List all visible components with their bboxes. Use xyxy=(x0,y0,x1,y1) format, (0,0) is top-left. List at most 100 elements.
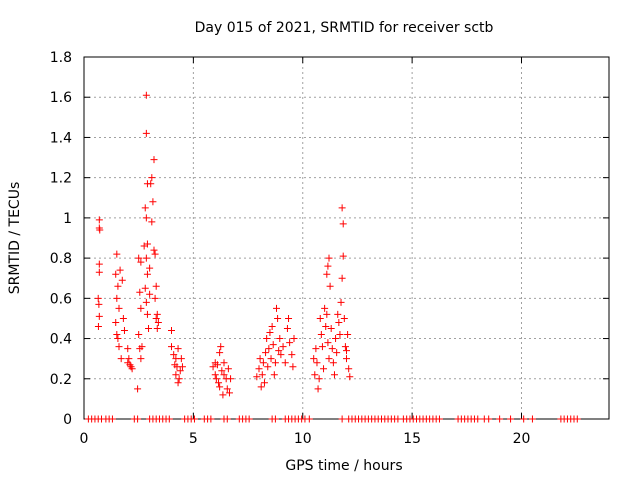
data-point xyxy=(141,204,149,212)
data-point xyxy=(327,325,335,332)
data-point xyxy=(219,391,227,399)
data-point xyxy=(94,294,102,302)
data-point xyxy=(255,365,263,373)
data-point xyxy=(150,246,158,254)
x-tick-label: 0 xyxy=(80,431,89,447)
plot-frame xyxy=(83,56,610,420)
data-point xyxy=(115,304,123,312)
data-point xyxy=(137,258,145,266)
data-point xyxy=(216,383,224,391)
data-point xyxy=(142,254,150,262)
data-point xyxy=(339,252,347,260)
data-point xyxy=(474,415,482,423)
data-point xyxy=(334,310,342,318)
data-point xyxy=(507,415,515,423)
data-point xyxy=(148,174,156,182)
data-point xyxy=(137,355,145,363)
data-point xyxy=(146,264,154,272)
data-point xyxy=(227,375,235,383)
data-point xyxy=(245,415,253,423)
data-point xyxy=(325,254,333,262)
data-point xyxy=(328,345,336,353)
data-point xyxy=(257,383,265,391)
data-point xyxy=(142,91,150,99)
data-point xyxy=(135,331,143,339)
data-point xyxy=(149,198,157,206)
data-point xyxy=(346,373,354,381)
data-point xyxy=(323,270,331,278)
data-point xyxy=(279,343,287,351)
data-point xyxy=(343,355,350,363)
data-point xyxy=(275,347,283,355)
data-point xyxy=(95,260,103,268)
data-point xyxy=(128,365,136,373)
y-tick-label: 0.4 xyxy=(50,332,72,348)
data-point xyxy=(136,288,144,296)
y-tick-label: 1.2 xyxy=(50,171,72,187)
data-point xyxy=(116,266,124,274)
data-point xyxy=(141,284,149,292)
data-point xyxy=(263,335,271,343)
data-point xyxy=(190,415,198,423)
data-point xyxy=(289,363,297,371)
data-point xyxy=(335,318,343,326)
data-point xyxy=(143,270,151,278)
data-point xyxy=(223,415,231,423)
data-point xyxy=(153,310,161,318)
x-tick-label: 10 xyxy=(294,431,312,447)
data-point xyxy=(146,290,154,298)
data-point xyxy=(113,331,121,339)
axis-ticks: 0 0.2 0.4 0.6 0.8 1 1.2 1.4 1.6 1.8 0 5 10 15 20 xyxy=(50,50,609,447)
data-point xyxy=(154,318,162,326)
data-point xyxy=(283,325,291,332)
data-point xyxy=(266,329,274,337)
data-point xyxy=(142,214,150,222)
data-point xyxy=(138,343,146,351)
data-point xyxy=(119,314,127,322)
data-point xyxy=(95,216,103,224)
y-tick-label: 1.8 xyxy=(50,50,72,66)
data-point xyxy=(276,335,284,343)
data-point xyxy=(258,371,266,379)
x-tick-label: 20 xyxy=(513,431,531,447)
data-point xyxy=(316,314,324,322)
data-point xyxy=(143,310,151,318)
x-tick-label: 5 xyxy=(189,431,198,447)
data-point xyxy=(114,335,122,343)
data-point xyxy=(153,325,161,332)
data-point xyxy=(135,254,143,262)
data-point xyxy=(338,274,346,282)
data-point xyxy=(325,355,333,363)
data-point xyxy=(285,314,293,322)
x-axis-label: GPS time / hours xyxy=(285,458,402,474)
data-point xyxy=(268,322,276,330)
y-tick-label: 1.4 xyxy=(50,130,72,146)
data-point xyxy=(273,304,280,312)
data-point xyxy=(313,359,321,367)
data-point xyxy=(118,276,126,284)
data-point xyxy=(321,304,329,312)
data-point xyxy=(341,343,349,351)
data-point xyxy=(286,339,294,347)
data-point xyxy=(270,371,278,379)
data-point xyxy=(96,226,104,234)
data-point xyxy=(212,375,220,383)
data-point xyxy=(269,341,277,349)
data-point xyxy=(224,365,232,373)
data-point xyxy=(125,355,133,363)
data-point xyxy=(322,322,330,330)
data-point xyxy=(94,322,102,330)
y-tick-label: 0 xyxy=(63,412,72,428)
data-point xyxy=(211,359,219,367)
data-point xyxy=(310,355,318,363)
data-point xyxy=(339,220,347,228)
y-tick-label: 0.2 xyxy=(50,372,72,388)
data-point xyxy=(225,389,233,397)
data-point xyxy=(345,365,353,373)
data-point xyxy=(176,367,184,375)
data-point xyxy=(496,415,504,423)
data-point xyxy=(290,335,298,343)
data-point xyxy=(108,415,116,423)
data-point xyxy=(220,371,228,379)
